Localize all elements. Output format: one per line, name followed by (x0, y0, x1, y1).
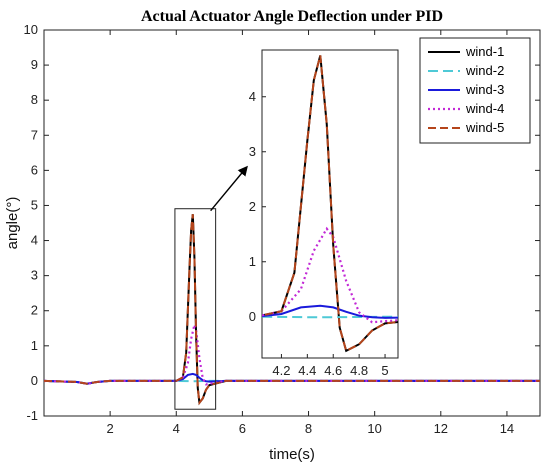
x-tick-label: 14 (500, 421, 514, 436)
inset-y-tick-label: 2 (249, 199, 256, 214)
x-tick-label: 10 (367, 421, 381, 436)
zoom-arrow (210, 165, 248, 212)
inset-x-tick-label: 5 (381, 363, 388, 378)
y-tick-label: 2 (31, 303, 38, 318)
inset-series-line-wind-3 (262, 304, 398, 319)
inset-y-tick-label: 1 (249, 254, 256, 269)
legend-label: wind-5 (465, 120, 504, 135)
x-tick-label: 6 (239, 421, 246, 436)
legend-label: wind-1 (465, 44, 504, 59)
inset-y-tick-label: 3 (249, 144, 256, 159)
y-tick-label: -1 (26, 408, 38, 423)
inset-series-line-wind-4 (262, 226, 398, 324)
y-tick-label: 5 (31, 197, 38, 212)
y-tick-label: 3 (31, 268, 38, 283)
inset-y-tick-label: 0 (249, 309, 256, 324)
series-line-wind-5 (44, 214, 540, 406)
inset-x-tick-label: 4.8 (350, 363, 368, 378)
inset-y-tick-label: 4 (249, 89, 256, 104)
inset-plot-area: 4.2 4.4 4.6 4.8 5 0 1 2 3 4 (249, 49, 399, 378)
zoom-box (174, 208, 217, 410)
zoom-region-marker (174, 165, 248, 410)
series-line-wind-4 (44, 320, 540, 386)
x-tick-label: 8 (305, 421, 312, 436)
x-tick-label: 2 (107, 421, 114, 436)
y-tick-label: 6 (31, 162, 38, 177)
legend: wind-1 wind-2 wind-3 wind-4 wind-5 (419, 37, 531, 144)
y-tick-label: 1 (31, 338, 38, 353)
y-tick-label: 7 (31, 127, 38, 142)
legend-label: wind-2 (465, 63, 504, 78)
inset-series-line-wind-5 (262, 55, 398, 353)
inset-x-tick-label: 4.2 (272, 363, 290, 378)
inset-x-tick-label: 4.4 (298, 363, 316, 378)
y-tick-label: 8 (31, 92, 38, 107)
x-axis-label: time(s) (269, 446, 315, 463)
inset-x-tick-label: 4.6 (324, 363, 342, 378)
y-tick-label: 10 (24, 22, 38, 37)
y-tick-label: 9 (31, 57, 38, 72)
y-tick-label: 0 (31, 373, 38, 388)
chart-title: Actual Actuator Angle Deflection under P… (141, 8, 443, 25)
y-tick-label: 4 (31, 233, 38, 248)
y-axis-label: angle(°) (4, 197, 21, 250)
legend-label: wind-3 (465, 82, 504, 97)
legend-label: wind-4 (465, 101, 504, 116)
x-tick-label: 4 (173, 421, 180, 436)
x-tick-label: 12 (434, 421, 448, 436)
